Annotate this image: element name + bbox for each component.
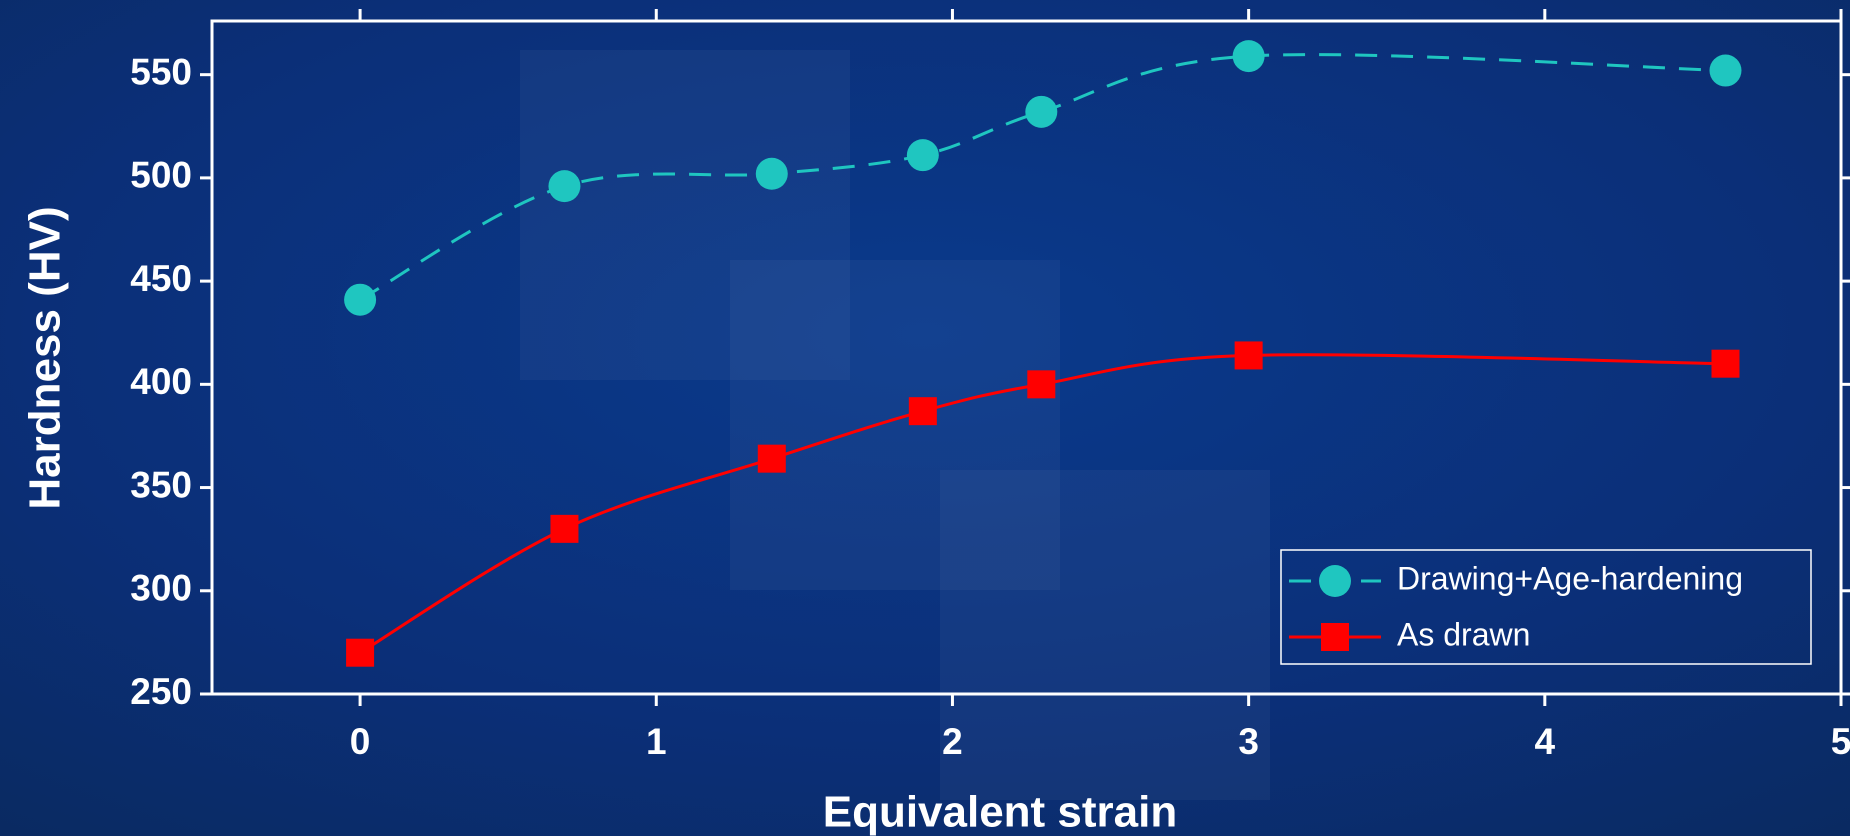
y-axis-title: Hardness (HV) (21, 206, 70, 509)
circle-marker (1233, 40, 1265, 72)
background-shape (940, 470, 1270, 800)
square-marker (758, 445, 786, 473)
legend-label: Drawing+Age-hardening (1397, 560, 1743, 596)
square-marker (1235, 341, 1263, 369)
x-tick-label: 1 (646, 721, 667, 762)
x-tick-label: 4 (1535, 721, 1556, 762)
circle-marker (548, 170, 580, 202)
y-tick-label: 550 (130, 51, 192, 92)
circle-marker (756, 158, 788, 190)
legend-label: As drawn (1397, 616, 1530, 652)
legend-marker (1321, 623, 1349, 651)
circle-marker (344, 284, 376, 316)
y-tick-label: 250 (130, 671, 192, 712)
chart: Equivalent strain Hardness (HV) 0 1 2 3 4 5 25… (0, 0, 1850, 836)
square-marker (909, 397, 937, 425)
y-tick-label: 500 (130, 155, 192, 196)
y-tick-label: 300 (130, 568, 192, 609)
circle-marker (1025, 96, 1057, 128)
x-tick-label: 2 (942, 721, 963, 762)
square-marker (1711, 350, 1739, 378)
x-tick-label: 3 (1238, 721, 1259, 762)
square-marker (550, 515, 578, 543)
circle-marker (1709, 55, 1741, 87)
x-tick-label: 0 (350, 721, 371, 762)
x-axis-title: Equivalent strain (823, 788, 1178, 836)
square-marker (1027, 370, 1055, 398)
y-tick-label: 450 (130, 258, 192, 299)
x-tick-label: 5 (1831, 721, 1850, 762)
y-tick-label: 400 (130, 361, 192, 402)
square-marker (346, 639, 374, 667)
y-tick-label: 350 (130, 464, 192, 505)
circle-marker (907, 139, 939, 171)
legend-marker (1319, 565, 1351, 597)
